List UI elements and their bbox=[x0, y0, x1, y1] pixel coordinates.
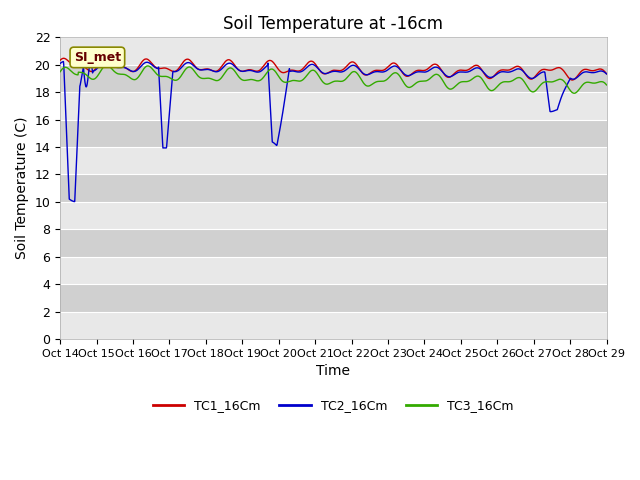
TC3_16Cm bbox=[99, 65, 106, 71]
TC2_16Cm bbox=[99, 60, 107, 65]
TC1_16Cm bbox=[300, 65, 307, 71]
TC2_16Cm bbox=[70, 199, 78, 204]
Bar bbox=[60, 174, 607, 202]
Line: TC1_16Cm: TC1_16Cm bbox=[60, 58, 607, 80]
Y-axis label: Soil Temperature (C): Soil Temperature (C) bbox=[15, 117, 29, 259]
Bar bbox=[60, 202, 607, 229]
TC3_16Cm bbox=[310, 67, 317, 73]
Bar bbox=[60, 312, 607, 339]
Bar bbox=[60, 147, 607, 174]
Title: Soil Temperature at -16cm: Soil Temperature at -16cm bbox=[223, 15, 444, 33]
TC2_16Cm bbox=[122, 65, 129, 71]
TC2_16Cm bbox=[56, 60, 64, 66]
TC2_16Cm bbox=[60, 59, 67, 64]
Line: TC3_16Cm: TC3_16Cm bbox=[60, 65, 607, 93]
TC3_16Cm bbox=[103, 62, 111, 68]
TC3_16Cm bbox=[603, 82, 611, 88]
Bar bbox=[60, 92, 607, 120]
TC2_16Cm bbox=[289, 68, 296, 74]
X-axis label: Time: Time bbox=[316, 364, 350, 378]
Bar bbox=[60, 37, 607, 65]
Bar bbox=[60, 65, 607, 92]
TC1_16Cm bbox=[603, 71, 611, 77]
TC3_16Cm bbox=[56, 69, 64, 74]
Bar bbox=[60, 257, 607, 284]
TC2_16Cm bbox=[310, 62, 317, 68]
TC3_16Cm bbox=[367, 82, 375, 88]
TC1_16Cm bbox=[367, 70, 375, 75]
TC1_16Cm bbox=[121, 65, 129, 71]
TC2_16Cm bbox=[603, 71, 611, 77]
Text: SI_met: SI_met bbox=[74, 51, 121, 64]
TC2_16Cm bbox=[368, 70, 376, 76]
TC1_16Cm bbox=[568, 77, 576, 83]
TC3_16Cm bbox=[300, 76, 307, 82]
Bar bbox=[60, 120, 607, 147]
TC3_16Cm bbox=[121, 72, 129, 77]
TC1_16Cm bbox=[56, 57, 64, 63]
TC3_16Cm bbox=[289, 78, 296, 84]
Bar bbox=[60, 229, 607, 257]
Bar bbox=[60, 284, 607, 312]
Legend: TC1_16Cm, TC2_16Cm, TC3_16Cm: TC1_16Cm, TC2_16Cm, TC3_16Cm bbox=[148, 394, 518, 417]
TC2_16Cm bbox=[300, 67, 308, 73]
TC1_16Cm bbox=[60, 55, 68, 61]
TC1_16Cm bbox=[99, 56, 107, 62]
TC3_16Cm bbox=[571, 90, 579, 96]
TC1_16Cm bbox=[310, 59, 317, 65]
TC1_16Cm bbox=[289, 67, 296, 73]
Line: TC2_16Cm: TC2_16Cm bbox=[60, 61, 607, 202]
